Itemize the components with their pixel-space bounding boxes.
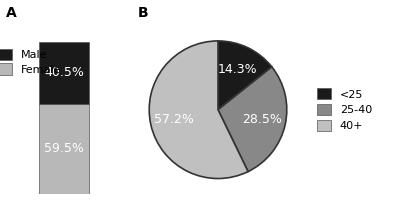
Text: 57.2%: 57.2% — [154, 113, 194, 126]
Text: 14.3%: 14.3% — [218, 63, 257, 76]
Text: B: B — [138, 6, 149, 20]
Bar — [39, 42, 89, 104]
Text: A: A — [6, 6, 17, 20]
Legend: <25, 25-40, 40+: <25, 25-40, 40+ — [313, 84, 376, 136]
Bar — [39, 104, 89, 194]
Legend: Male, Female: Male, Female — [0, 44, 66, 79]
Wedge shape — [218, 67, 287, 172]
Wedge shape — [218, 41, 272, 110]
Text: 40.5%: 40.5% — [44, 66, 84, 80]
Text: 59.5%: 59.5% — [44, 142, 84, 156]
Text: 28.5%: 28.5% — [242, 113, 282, 126]
Wedge shape — [149, 41, 248, 179]
